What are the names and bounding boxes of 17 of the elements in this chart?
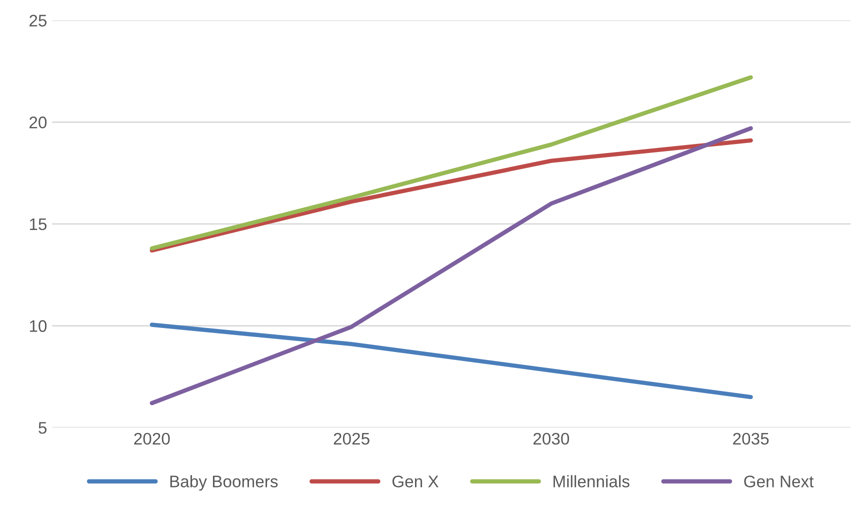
line-series [150,322,753,400]
legend-label: Gen X [392,476,439,488]
x-tick-label: 2020 [134,432,170,445]
line-series [150,126,753,406]
y-tick-label: 15 [30,218,47,230]
line-series [150,138,753,253]
y-tick-label: 5 [38,422,47,434]
legend-label: Millennials [554,475,630,488]
y-tick-label: 25 [30,14,47,27]
legend-label: Baby Boomers [170,475,278,491]
legend-label: Gen Next [744,476,814,488]
x-tick-label: 2025 [334,432,370,445]
x-tick-label: 2035 [733,432,769,445]
y-tick-label: 20 [30,116,47,128]
x-tick-label: 2030 [533,432,570,445]
y-tick-label: 10 [30,320,47,332]
line-series [150,75,753,250]
